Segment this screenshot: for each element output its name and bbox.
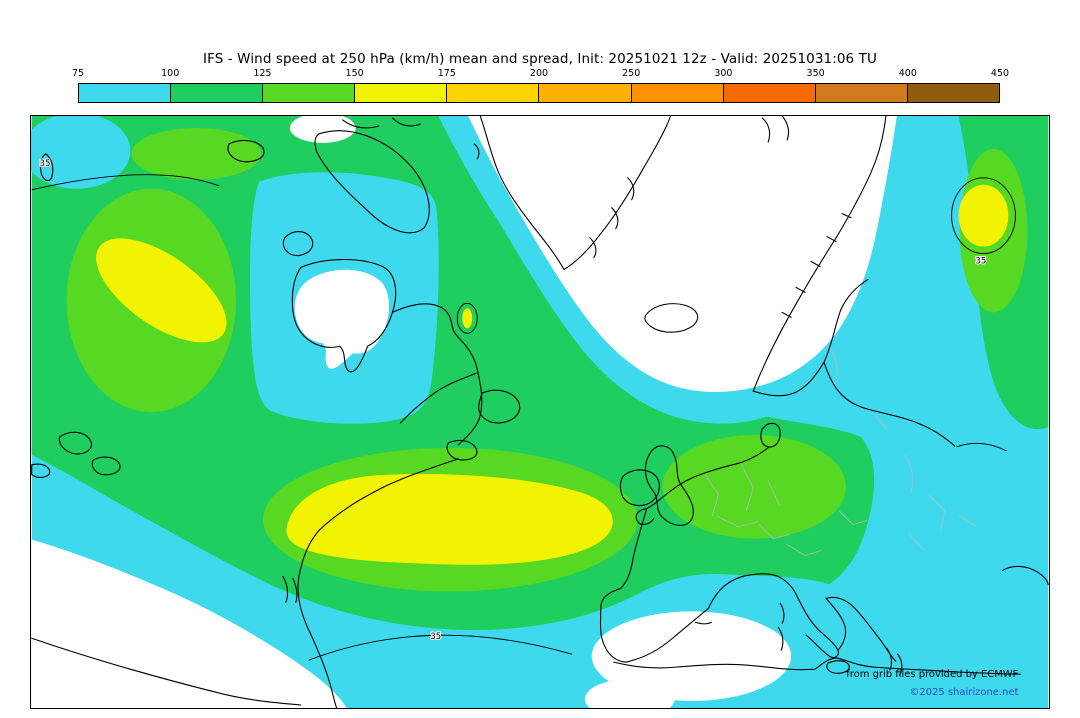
- great-britain-coast: [644, 445, 694, 526]
- map-canvas: 35 35 35 from grib files provided by ECM…: [30, 115, 1050, 709]
- yellow-max-east: [958, 184, 1009, 247]
- cyan-hole-northwest: [31, 116, 131, 189]
- white-region-dome: [468, 116, 897, 393]
- newfoundland-coast: [478, 389, 521, 424]
- colorbar-segment: [907, 84, 999, 102]
- white-region-hudson: [294, 269, 390, 369]
- colorbar-tick-label: 150: [345, 68, 364, 79]
- white-region-africa: [591, 611, 792, 702]
- coastlines: [31, 116, 1049, 708]
- colorbar-segment: [539, 84, 632, 102]
- colorbar-tick-label: 300: [714, 68, 733, 79]
- st-lawrence-coast: [399, 372, 477, 424]
- country-borders: [705, 344, 977, 556]
- colorbar-segment: [723, 84, 816, 102]
- colorbar-tick-label: 100: [161, 68, 180, 79]
- norway-coast: [752, 116, 887, 392]
- contour-label: 35: [40, 158, 51, 168]
- credit-source: from grib files provided by ECMWF: [846, 669, 1018, 680]
- white-patch-top: [289, 116, 356, 143]
- corsica-sardinia-coast: [777, 602, 785, 651]
- iceland-coast: [644, 303, 699, 333]
- colorbar-segments: [78, 83, 1000, 103]
- greenland-east-coast: [563, 116, 672, 271]
- baltic-coast: [823, 361, 956, 447]
- colorbar-tick-label: 200: [529, 68, 549, 79]
- colorbar-tick-label: 75: [71, 68, 85, 79]
- greenland-west-coast: [479, 116, 565, 271]
- contour-label: 35: [430, 631, 441, 641]
- colorbar-segment: [631, 84, 724, 102]
- colorbar-tick-label: 125: [253, 68, 272, 79]
- adriatic-coast: [825, 596, 897, 662]
- colorbar-segment: [79, 84, 172, 102]
- contour-loop-center: [456, 302, 478, 334]
- bright-green-core-europe: [662, 434, 846, 539]
- colorbar-tick-label: 400: [898, 68, 917, 79]
- hudson-bay-coast: [291, 258, 397, 373]
- svalbard-coast: [761, 116, 790, 143]
- contour-line-south: [308, 634, 573, 661]
- credit-copyright[interactable]: ©2025 shairizone.net: [909, 687, 1018, 698]
- colorbar-segment: [171, 84, 264, 102]
- colorbar-tick-label: 450: [990, 68, 1010, 79]
- colorbar-tick-label: 250: [622, 68, 641, 79]
- black-sea-coast: [1001, 565, 1049, 585]
- wind-map-svg: 35 35 35 from grib files provided by ECM…: [31, 116, 1049, 708]
- france-med-coast: [707, 573, 779, 609]
- north-sea-coast: [646, 446, 770, 510]
- ireland-coast: [619, 469, 660, 507]
- contour-labels: 35 35 35: [39, 157, 988, 642]
- credits: from grib files provided by ECMWF ©2025 …: [846, 669, 1018, 698]
- nova-scotia-coast: [446, 439, 478, 461]
- colorbar-tick-label: 350: [806, 68, 825, 79]
- north-africa-coast: [613, 657, 1021, 675]
- iberia-coast: [599, 587, 709, 663]
- great-lakes-coast: [58, 431, 93, 455]
- italy-coast: [777, 575, 839, 658]
- colorbar-segment: [815, 84, 908, 102]
- lake-winnipeg-coast: [39, 153, 54, 182]
- spread-contours: [31, 174, 1016, 661]
- white-region-southwest: [31, 539, 347, 708]
- us-east-coast: [297, 458, 459, 708]
- bright-green-core-topleft: [131, 127, 261, 180]
- green-region-main: [31, 116, 875, 631]
- contour-label: 35: [976, 256, 987, 266]
- balearics-coast: [694, 621, 712, 625]
- contour-loop-east: [951, 177, 1016, 254]
- colorbar-legend: 75 100 125 150 175 200 250 300 350 400 450: [72, 68, 1009, 103]
- baffin-island-coast: [314, 130, 430, 234]
- sicily-coast: [826, 660, 850, 674]
- brittany-coast: [635, 508, 655, 525]
- fill-layer: [31, 116, 1049, 708]
- denmark-coast: [760, 422, 781, 448]
- colorbar-segment: [263, 84, 356, 102]
- labrador-coast: [391, 303, 483, 446]
- gulf-coast: [31, 637, 302, 706]
- colorbar-ticks: 75 100 125 150 175 200 250 300 350 400 450: [72, 68, 1009, 83]
- colorbar-segment: [447, 84, 540, 102]
- yellow-max-northwest: [96, 238, 227, 343]
- yellow-max-atlantic: [286, 473, 613, 565]
- chart-title: IFS - Wind speed at 250 hPa (km/h) mean …: [203, 51, 877, 67]
- white-region-africa-2: [584, 679, 675, 708]
- colorbar-tick-label: 175: [437, 68, 456, 79]
- yellow-speck-center: [462, 308, 473, 329]
- contour-line-northwest: [31, 174, 220, 191]
- colorbar-segment: [355, 84, 448, 102]
- contour-line-east: [956, 442, 1007, 452]
- biscay-coast: [620, 508, 648, 589]
